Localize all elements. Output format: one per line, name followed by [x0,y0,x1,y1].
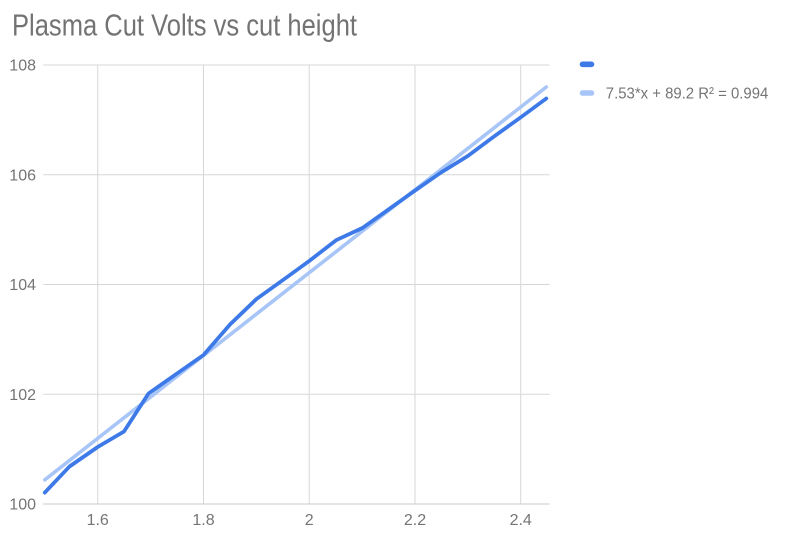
svg-text:108: 108 [9,58,36,75]
svg-text:2.4: 2.4 [510,512,532,529]
svg-text:104: 104 [9,277,36,294]
svg-text:1.8: 1.8 [192,512,214,529]
svg-text:7.53*x + 89.2 R² = 0.994: 7.53*x + 89.2 R² = 0.994 [606,85,769,102]
svg-text:2: 2 [305,512,314,529]
svg-text:2.2: 2.2 [404,512,426,529]
svg-text:100: 100 [9,497,36,514]
svg-text:Plasma Cut Volts vs cut height: Plasma Cut Volts vs cut height [12,8,357,43]
svg-text:102: 102 [9,387,36,404]
svg-text:1.6: 1.6 [87,512,109,529]
svg-text:106: 106 [9,167,36,184]
